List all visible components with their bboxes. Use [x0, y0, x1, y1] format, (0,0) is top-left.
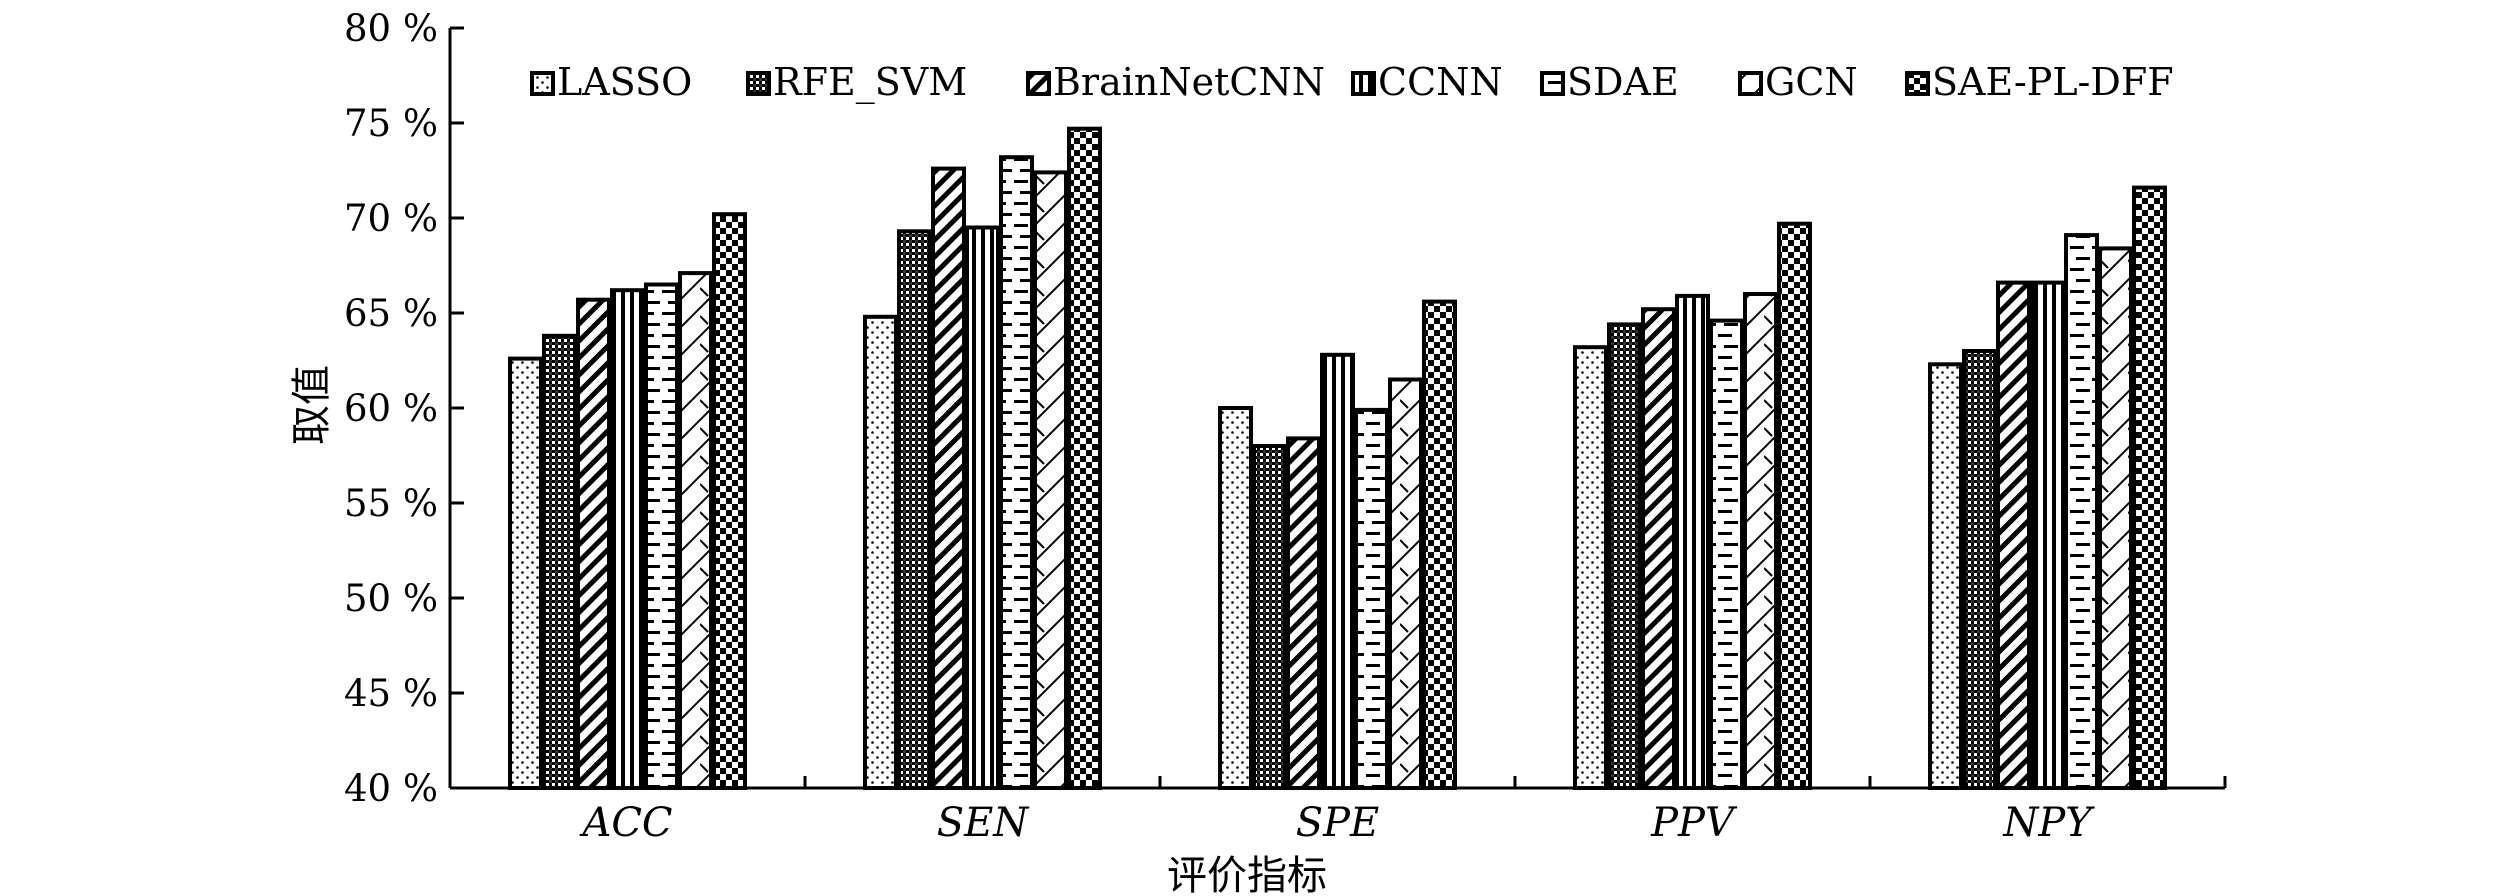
legend-label-rfe-svm: RFE_SVM — [773, 60, 967, 105]
bar-sae-pl-dff-spe — [1422, 299, 1457, 790]
bar-brainnetcnn-ppv — [1641, 307, 1676, 790]
bar-sdae-spe — [1354, 407, 1389, 790]
bar-gcn-ppv — [1743, 292, 1778, 790]
bar-brainnetcnn-npy — [1996, 280, 2031, 790]
x-ticks-group: ACC SEN SPE PPV NPY — [578, 776, 2227, 846]
bar-rfe-svm-acc — [542, 333, 577, 790]
legend-swatch-sae-pl-dff — [1905, 71, 1930, 96]
x-tick-label-npy: NPY — [2002, 800, 2095, 846]
bar-lasso-sen — [863, 314, 898, 790]
x-tick-label-sen: SEN — [937, 800, 1031, 846]
y-tick-label: 40 % — [344, 767, 438, 810]
legend-label-brainnetcnn: BrainNetCNN — [1053, 60, 1325, 104]
bar-sae-pl-dff-npy — [2132, 185, 2167, 791]
bar-ccnn-ppv — [1675, 293, 1710, 790]
y-tick-label: 45 % — [344, 672, 438, 715]
bar-gcn-npy — [2098, 246, 2133, 790]
legend-label-sae-pl-dff: SAE-PL-DFF — [1932, 60, 2174, 104]
bar-rfe-svm-sen — [897, 229, 932, 791]
bar-ccnn-npy — [2030, 280, 2065, 790]
bar-gcn-spe — [1388, 377, 1423, 790]
bar-sdae-npy — [2064, 233, 2099, 791]
bar-rfe-svm-npy — [1962, 349, 1997, 790]
bar-ccnn-sen — [965, 225, 1000, 790]
legend-swatch-brainnetcnn — [1026, 71, 1051, 96]
x-tick-label-spe: SPE — [1296, 800, 1380, 846]
bar-lasso-spe — [1218, 406, 1253, 790]
legend-swatch-rfe-svm — [746, 71, 771, 96]
bar-sae-pl-dff-acc — [712, 212, 747, 790]
bar-sae-pl-dff-sen — [1067, 126, 1102, 790]
bar-lasso-npy — [1928, 362, 1963, 790]
bar-rfe-svm-spe — [1252, 444, 1287, 790]
y-tick-label: 70 % — [344, 197, 438, 240]
legend-label-ccnn: CCNN — [1378, 60, 1503, 104]
x-tick-label-acc: ACC — [578, 800, 672, 846]
bar-sae-pl-dff-ppv — [1777, 221, 1812, 790]
y-tick-label: 80 % — [344, 7, 438, 50]
y-axis-title: 取值 — [289, 365, 335, 445]
bar-sdae-sen — [999, 155, 1034, 790]
legend-swatch-sdae — [1540, 71, 1565, 96]
legend-swatch-lasso — [530, 71, 555, 96]
legend-label-gcn: GCN — [1765, 60, 1858, 104]
bar-ccnn-acc — [610, 288, 645, 790]
y-tick-label: 60 % — [344, 387, 438, 430]
bar-gcn-acc — [678, 271, 713, 791]
legend-swatch-ccnn — [1351, 71, 1376, 96]
bar-sdae-acc — [644, 282, 679, 790]
legend-label-sdae: SDAE — [1567, 60, 1679, 104]
bar-brainnetcnn-sen — [931, 166, 966, 791]
bar-lasso-acc — [508, 356, 543, 790]
legend-label-lasso: LASSO — [557, 60, 692, 104]
legend-swatch-gcn — [1738, 71, 1763, 96]
bar-rfe-svm-ppv — [1607, 322, 1642, 790]
y-tick-label: 75 % — [344, 102, 438, 145]
x-axis-title: 评价指标 — [1167, 853, 1327, 896]
bar-gcn-sen — [1033, 170, 1068, 790]
y-tick-label: 50 % — [344, 577, 438, 620]
bars-group — [508, 126, 2167, 791]
bar-lasso-ppv — [1573, 345, 1608, 790]
bar-brainnetcnn-spe — [1286, 436, 1321, 790]
legend: LASSO RFE_SVM BrainNetCNN CCNN SDAE GCN SAE-PL… — [530, 60, 2174, 105]
y-ticks-group: 40 % 45 % 50 % 55 % 60 % 65 % 70 % 75 % 80 % — [344, 7, 464, 810]
y-tick-label: 55 % — [344, 482, 438, 525]
bar-brainnetcnn-acc — [576, 297, 611, 790]
y-tick-label: 65 % — [344, 292, 438, 335]
bar-sdae-ppv — [1709, 318, 1744, 790]
bar-ccnn-spe — [1320, 352, 1355, 790]
x-tick-label-ppv: PPV — [1650, 800, 1738, 846]
